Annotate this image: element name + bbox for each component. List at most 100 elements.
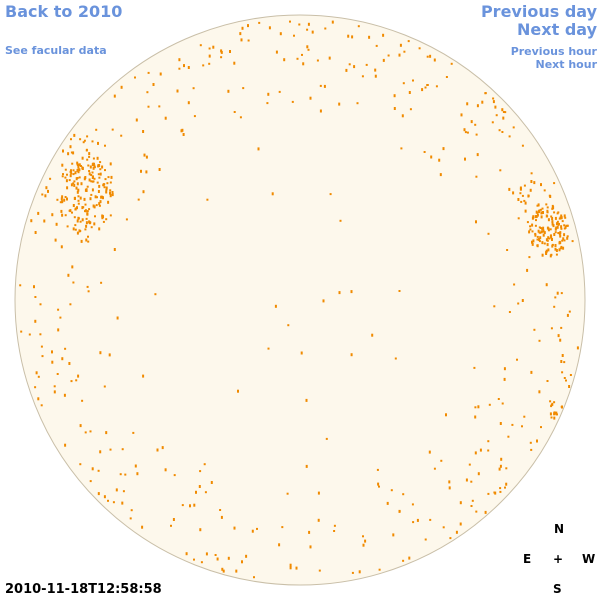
- facula: [393, 107, 396, 110]
- next-day-link[interactable]: Next day: [517, 20, 597, 39]
- facula: [399, 43, 402, 47]
- facula: [408, 91, 411, 94]
- facula: [338, 291, 341, 295]
- facula: [247, 24, 249, 28]
- facula: [229, 50, 231, 53]
- facula: [506, 249, 509, 251]
- facula: [216, 557, 219, 561]
- previous-day-link[interactable]: Previous day: [480, 2, 597, 21]
- facular-link[interactable]: See facular data: [5, 44, 107, 57]
- facula: [183, 64, 185, 68]
- facula: [72, 151, 75, 155]
- facula: [104, 169, 106, 172]
- facula: [64, 196, 67, 198]
- facula: [142, 374, 145, 378]
- facula: [279, 32, 282, 36]
- facula: [308, 530, 311, 534]
- facula: [111, 193, 114, 197]
- facula: [309, 96, 312, 100]
- facula: [64, 168, 67, 171]
- facula: [33, 285, 35, 289]
- facula: [576, 346, 579, 350]
- facula: [86, 285, 89, 288]
- facula: [550, 327, 553, 330]
- facula: [79, 463, 82, 466]
- facula: [102, 196, 104, 200]
- facula: [493, 491, 496, 494]
- facula: [546, 243, 549, 247]
- facula: [80, 182, 83, 186]
- facula: [560, 227, 563, 230]
- compass-north: N: [554, 522, 565, 536]
- facula: [145, 155, 148, 159]
- facula: [91, 140, 94, 143]
- facula: [319, 84, 322, 87]
- facula: [325, 437, 328, 440]
- facula: [553, 401, 556, 404]
- facula: [375, 44, 378, 47]
- facula: [189, 504, 191, 508]
- facula: [554, 296, 557, 299]
- previous-hour-link[interactable]: Previous hour: [510, 45, 597, 58]
- facula: [80, 239, 83, 243]
- facula: [470, 505, 473, 507]
- facula: [531, 242, 534, 246]
- facula: [78, 168, 81, 172]
- facula: [302, 62, 305, 66]
- facula: [481, 100, 484, 104]
- facula: [74, 207, 77, 211]
- facula: [193, 558, 195, 561]
- facula: [70, 169, 72, 173]
- facula: [109, 162, 112, 166]
- facula: [63, 198, 66, 202]
- facula: [70, 151, 73, 154]
- facula: [239, 32, 242, 36]
- facula: [547, 218, 550, 222]
- facula: [105, 218, 108, 221]
- facula: [306, 28, 309, 31]
- facula: [553, 412, 556, 416]
- facula: [565, 379, 567, 382]
- next-hour-link[interactable]: Next hour: [535, 58, 598, 71]
- facula: [296, 57, 299, 60]
- facula: [77, 165, 80, 169]
- facula: [350, 353, 353, 357]
- facula: [499, 169, 502, 172]
- facula: [505, 482, 508, 486]
- facula: [538, 390, 541, 394]
- facula: [418, 47, 421, 50]
- facula: [546, 206, 549, 209]
- facula: [105, 188, 108, 191]
- facula: [508, 311, 511, 313]
- back-link[interactable]: Back to 2010: [5, 2, 123, 21]
- facula: [69, 145, 72, 149]
- facula: [251, 529, 254, 533]
- facula: [79, 138, 82, 141]
- facula: [86, 185, 89, 188]
- facula: [83, 139, 86, 142]
- facula: [448, 486, 451, 490]
- facula: [558, 232, 561, 236]
- facula: [93, 222, 96, 226]
- facula: [83, 197, 86, 201]
- facula: [562, 246, 565, 250]
- facula: [88, 172, 91, 176]
- facula: [521, 144, 524, 147]
- facula: [558, 248, 561, 252]
- facula: [109, 448, 112, 451]
- facula: [557, 223, 560, 226]
- facula: [170, 524, 172, 527]
- facula: [333, 524, 336, 527]
- facula: [247, 39, 250, 42]
- facula: [141, 525, 144, 529]
- facula: [553, 182, 556, 185]
- facula: [57, 308, 60, 311]
- facula: [97, 190, 100, 193]
- facula: [124, 473, 127, 476]
- facula: [70, 138, 72, 141]
- facula: [542, 211, 544, 214]
- facula: [543, 242, 546, 245]
- facula: [278, 90, 281, 93]
- facula: [202, 64, 205, 67]
- facula: [433, 58, 436, 62]
